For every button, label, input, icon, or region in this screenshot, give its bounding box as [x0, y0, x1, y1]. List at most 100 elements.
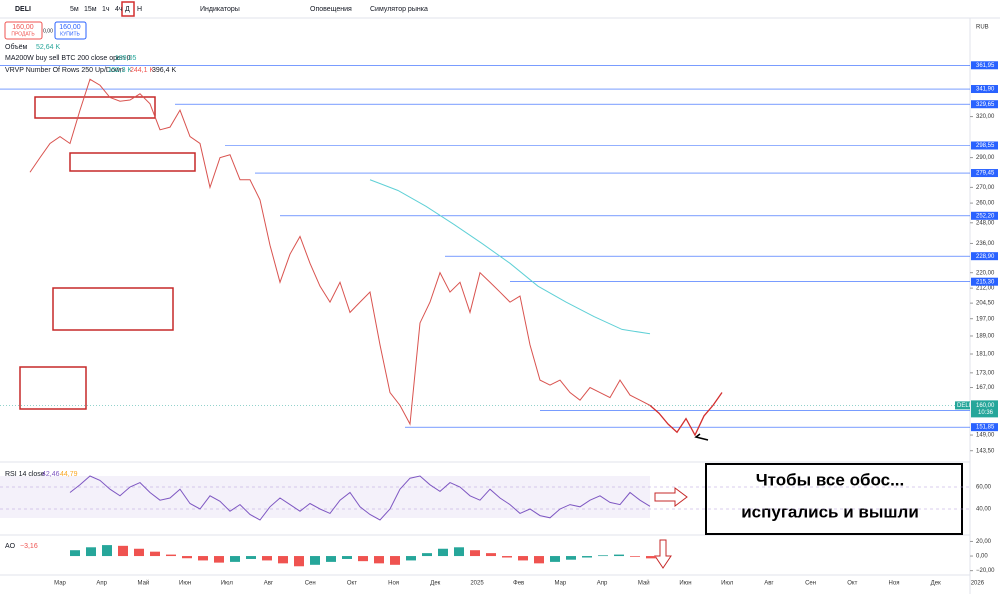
level-label: 151,85 — [976, 425, 995, 431]
ao-bar — [406, 556, 416, 561]
rsi-line — [69, 475, 651, 521]
ao-bar — [326, 556, 336, 562]
x-tick-label: Июн — [679, 581, 691, 587]
interval[interactable]: 4ч — [115, 6, 123, 13]
ao-bar — [486, 553, 496, 557]
ao-bar — [550, 556, 560, 562]
ao-bar — [198, 556, 208, 561]
last-time-label: 10:36 — [978, 410, 994, 416]
legend-value: 52,64 K — [36, 44, 60, 51]
spread: 0,00 — [43, 28, 53, 34]
indicators[interactable]: Индикаторы — [200, 6, 240, 13]
x-tick-label: Авг — [264, 581, 274, 587]
level-label: 361,95 — [976, 63, 995, 69]
x-tick-label: 2025 — [470, 581, 484, 587]
level-tag — [971, 100, 998, 109]
x-tick-label: Мар — [555, 581, 567, 587]
legend-value: 189,05 — [115, 55, 137, 62]
rsi-tick-label: 60,00 — [976, 485, 992, 491]
annotation-text: испугались и вышли — [741, 502, 919, 521]
ao-title: AO — [5, 543, 16, 550]
price-line — [649, 392, 723, 437]
rsi-value: 42,46 — [42, 471, 60, 478]
simulator[interactable]: Симулятор рынка — [370, 6, 428, 13]
currency: RUB — [976, 25, 989, 31]
level-tag — [971, 61, 998, 70]
rsi-ma-value: 44,79 — [60, 471, 78, 478]
interval[interactable]: 1ч — [102, 6, 110, 13]
ao-bar — [534, 556, 544, 564]
buy-label: КУПИТЬ — [60, 31, 80, 37]
y-tick-label: 181,00 — [976, 352, 995, 358]
sell-button[interactable] — [4, 21, 43, 40]
ao-bar — [470, 550, 480, 557]
x-tick-label: Мар — [54, 581, 66, 587]
symbol[interactable]: DELI — [15, 6, 31, 13]
x-tick-label: Ноя — [889, 581, 900, 587]
level-tag — [971, 211, 998, 220]
ao-bar — [422, 553, 432, 557]
y-tick-label: 204,50 — [976, 301, 995, 307]
buy-price: 160,00 — [59, 24, 81, 31]
ao-bar — [166, 554, 176, 557]
x-tick-label: Июн — [179, 581, 191, 587]
interval[interactable]: Д — [125, 6, 130, 13]
x-tick-label: Ноя — [388, 581, 399, 587]
legend: MA200W buy sell BTC 200 close open 0 — [5, 55, 131, 62]
ao-bar — [214, 556, 224, 563]
y-tick-label: 189,00 — [976, 334, 995, 340]
x-tick-label: Апр — [597, 581, 608, 587]
y-tick-label: 248,00 — [976, 220, 995, 226]
annotation-text: Чтобы все обос... — [756, 470, 905, 489]
ao-bar — [614, 554, 624, 557]
ao-bar — [278, 556, 288, 564]
x-tick-label: Окт — [847, 581, 857, 587]
interval[interactable]: 5м — [70, 6, 79, 13]
annotation-boxes — [19, 96, 196, 410]
level-label: 228,90 — [976, 254, 995, 260]
ao-bar — [598, 555, 608, 557]
alerts[interactable]: Оповещения — [310, 6, 352, 13]
ao-bar — [390, 556, 400, 565]
sell-label: ПРОДАТЬ — [11, 31, 35, 37]
y-tick-label: 320,00 — [976, 114, 995, 120]
x-tick-label: Июл — [721, 581, 734, 587]
interval[interactable]: 15м — [84, 6, 97, 13]
level-label: 215,30 — [976, 279, 995, 285]
ao-bar — [342, 556, 352, 559]
legend-value: 244,1 K — [130, 67, 154, 74]
symbol-tag-label: DELI — [957, 403, 971, 409]
legend: Объём — [5, 43, 27, 51]
sell-price: 160,00 — [12, 24, 34, 31]
interval[interactable]: Н — [137, 6, 142, 13]
y-tick-label: 220,00 — [976, 270, 995, 276]
arrow — [654, 539, 672, 569]
legend-value: 396,4 K — [152, 67, 176, 74]
level-tag — [971, 85, 998, 94]
legend: VRVP Number Of Rows 250 Up/Down — [5, 67, 124, 74]
ao-bar — [294, 556, 304, 567]
level-label: 341,90 — [976, 87, 995, 93]
x-tick-label: Окт — [347, 581, 357, 587]
x-tick-label: Фев — [513, 581, 524, 587]
ao-bar — [518, 556, 528, 561]
x-tick-label: Май — [638, 580, 650, 587]
ao-bar — [102, 545, 112, 557]
level-label: 279,45 — [976, 171, 995, 177]
y-tick-label: 290,00 — [976, 155, 995, 161]
x-tick-label: Июл — [221, 581, 234, 587]
ao-bar — [374, 556, 384, 564]
level-tag — [971, 169, 998, 178]
x-tick-label: 2026 — [971, 581, 985, 587]
annotation-box — [705, 463, 963, 535]
ao-bar — [358, 556, 368, 562]
x-tick-label: Май — [138, 580, 150, 587]
ao-bar — [438, 548, 448, 557]
last-price-label: 160,00 — [976, 403, 995, 409]
buy-button[interactable] — [54, 21, 87, 40]
price-line — [369, 179, 651, 335]
y-tick-label: 173,00 — [976, 370, 995, 376]
y-tick-label: 270,00 — [976, 185, 995, 191]
arrow — [694, 433, 709, 441]
